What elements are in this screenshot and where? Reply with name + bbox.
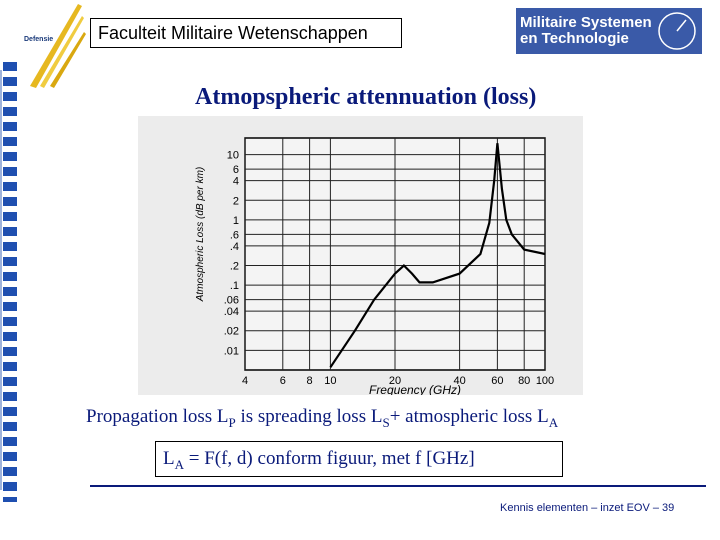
text: Propagation loss L bbox=[86, 406, 229, 427]
logo-line: Militaire Systemen bbox=[520, 14, 652, 31]
y-tick-label: .2 bbox=[230, 260, 239, 272]
logo-emblem bbox=[658, 12, 696, 50]
footer: Kennis elementen – inzet EOV – 39 bbox=[500, 502, 675, 514]
y-tick-label: 1 bbox=[233, 215, 239, 227]
logo-graphic bbox=[30, 4, 86, 88]
text: = F(f, d) conform figuur, met f [GHz] bbox=[184, 448, 475, 469]
header-title: Faculteit Militaire Wetenschappen bbox=[90, 18, 402, 48]
decor-bar bbox=[0, 70, 2, 490]
x-tick-label: 80 bbox=[518, 375, 530, 387]
subscript: A bbox=[174, 456, 184, 472]
x-tick-label: 8 bbox=[307, 375, 313, 387]
slide-title: Atmopspheric attennuation (loss) bbox=[195, 84, 537, 110]
y-tick-label: 4 bbox=[233, 176, 239, 188]
logo-left: Defensie bbox=[20, 2, 90, 88]
y-tick-label: .6 bbox=[230, 229, 239, 241]
x-tick-label: 10 bbox=[324, 375, 336, 387]
subscript: P bbox=[228, 414, 236, 430]
x-tick-label: 20 bbox=[389, 375, 401, 387]
y-tick-label: .02 bbox=[224, 326, 239, 338]
subscript: S bbox=[382, 414, 390, 430]
text: is spreading loss L bbox=[235, 406, 383, 427]
x-tick-label: 60 bbox=[491, 375, 503, 387]
chart-image: 10 6 4 2 1.6.4.2.1.06.04.02.01 4 6 8 10 20 40 60 80 1… bbox=[138, 116, 583, 397]
logo-right: Militaire Systemen en Technologie bbox=[516, 8, 702, 54]
subscript: A bbox=[548, 414, 559, 430]
y-tick-label: .06 bbox=[224, 295, 239, 307]
data-line bbox=[329, 143, 546, 368]
y-tick-label: .4 bbox=[230, 241, 239, 253]
logo-line: en Technologie bbox=[520, 30, 629, 47]
y-axis-title: Atmospheric Loss (dB per km) bbox=[195, 167, 206, 303]
x-tick-label: 6 bbox=[280, 375, 286, 387]
decor-squares bbox=[3, 62, 17, 502]
y-tick-label: .1 bbox=[230, 280, 239, 292]
text: + atmospheric loss L bbox=[389, 406, 549, 427]
x-tick-label: 40 bbox=[453, 375, 465, 387]
x-axis-title: Frequency (GHz) bbox=[369, 383, 461, 395]
y-tick-label: .01 bbox=[224, 345, 239, 357]
formula: LA = F(f, d) conform figuur, met f [GHz] bbox=[155, 441, 563, 477]
divider bbox=[90, 485, 706, 487]
text: L bbox=[163, 448, 175, 469]
y-tick-label: 2 bbox=[233, 195, 239, 207]
y-tick-label: 6 bbox=[233, 164, 239, 176]
logo-text: Defensie bbox=[24, 36, 54, 43]
y-tick-label: 10 bbox=[227, 150, 239, 162]
body-text: Propagation loss LP is spreading loss LS… bbox=[86, 406, 558, 431]
x-tick-label: 100 bbox=[536, 375, 554, 387]
y-tick-label: .04 bbox=[224, 306, 239, 318]
x-tick-label: 4 bbox=[242, 375, 248, 387]
